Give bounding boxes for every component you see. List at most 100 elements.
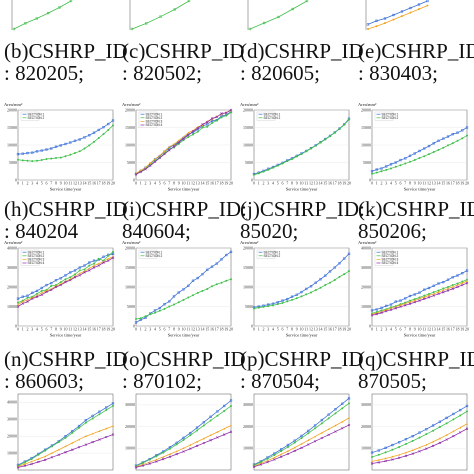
data-point [26,294,29,297]
data-point [252,465,256,468]
series-line [253,398,350,465]
data-point [438,441,442,445]
data-point [451,276,454,279]
data-point [461,280,464,283]
data-point [97,128,100,132]
caption-e-value: : 830403; [358,61,438,85]
x-tick-label: 10 [64,327,68,332]
x-axis-label: Service time/year [50,333,82,338]
data-point [216,410,219,413]
y-tick-label: 30000 [243,402,253,407]
data-point [459,431,462,434]
caption-b-value: : 820205; [4,61,84,85]
data-point [37,453,40,456]
y-tick-label: 5000 [9,160,17,165]
data-point [50,281,53,285]
data-point [456,283,459,286]
data-point [300,434,303,438]
x-axis-label: Service time/year [168,187,200,192]
data-point [107,122,110,126]
x-tick-label: 14 [437,327,441,332]
data-point [73,139,77,142]
data-point [64,436,67,439]
data-point [432,284,435,287]
data-point [413,159,416,162]
data-point [418,446,421,449]
data-point [347,252,351,256]
data-point [162,451,165,454]
data-point [78,274,81,277]
data-point [182,135,185,138]
x-tick-label: 11 [186,327,190,332]
legend-entry: SECTION 1 [264,250,281,254]
series-line [371,135,468,175]
data-point [446,289,450,292]
data-point [377,453,380,456]
x-tick-label: 20 [465,327,469,332]
data-point [50,288,53,292]
data-point [324,274,327,277]
chart-panel-q: 0 10000 20000 30000 40000 Area/mm² 0 1 2 3 4 5 6 7 8 9 1… [356,236,470,340]
x-tick-label: 8 [291,181,293,186]
data-point [229,108,233,112]
legend-entry: SECTION 3 [382,258,399,262]
x-tick-label: 6 [400,181,402,186]
chart-u-bottom: 10000 20000 30000 [361,393,469,471]
y-tick-label: 15000 [7,125,17,130]
data-point [74,273,76,276]
data-point [78,269,81,272]
data-point [21,300,24,303]
legend-entry: SECTION 1 [264,112,281,116]
data-point [413,298,416,301]
data-point [418,291,421,294]
data-point [465,404,469,408]
data-point [418,436,421,439]
data-point [394,165,397,168]
data-point [206,287,209,290]
data-point [141,462,144,465]
data-point [367,28,369,30]
data-point [163,303,166,306]
data-point [334,412,337,415]
y-tick-label: 20000 [243,424,253,429]
data-point [418,156,421,159]
x-tick-label: 1 [22,327,24,332]
data-point [375,312,378,316]
y-tick-label: 0 [369,323,371,328]
data-point [191,130,195,133]
caption-k-value: 850206; [358,219,427,243]
data-point [141,464,144,467]
x-tick-label: 15 [87,181,91,186]
data-point [64,278,67,281]
x-tick-label: 10 [418,181,422,186]
x-tick-label: 19 [342,181,346,186]
x-tick-label: 9 [178,181,180,186]
data-point [307,443,310,446]
data-point [64,280,67,284]
y-tick-label: 15000 [243,125,253,130]
chart-panel-h: 0 5000 10000 15000 20000 Area/mm² 0 1 2 3 4 5 6 7 8 9 10… [2,98,116,194]
data-point [465,281,469,285]
x-tick-label: 13 [196,327,200,332]
x-tick-label: 2 [381,181,383,186]
y-tick-label: 10000 [7,142,17,147]
data-point [59,283,62,287]
data-point [54,145,58,148]
data-point [253,173,255,176]
data-point [88,269,91,272]
data-point [50,147,53,150]
chart-b-top [11,0,73,31]
data-point [201,123,204,126]
data-point [54,279,58,282]
data-point [196,276,199,280]
data-point [225,114,228,117]
data-point [168,455,172,458]
x-tick-label: 6 [282,181,284,186]
data-point [291,298,293,301]
data-point [446,278,450,281]
data-point [202,421,206,424]
data-point [50,285,53,288]
data-point [334,408,337,411]
